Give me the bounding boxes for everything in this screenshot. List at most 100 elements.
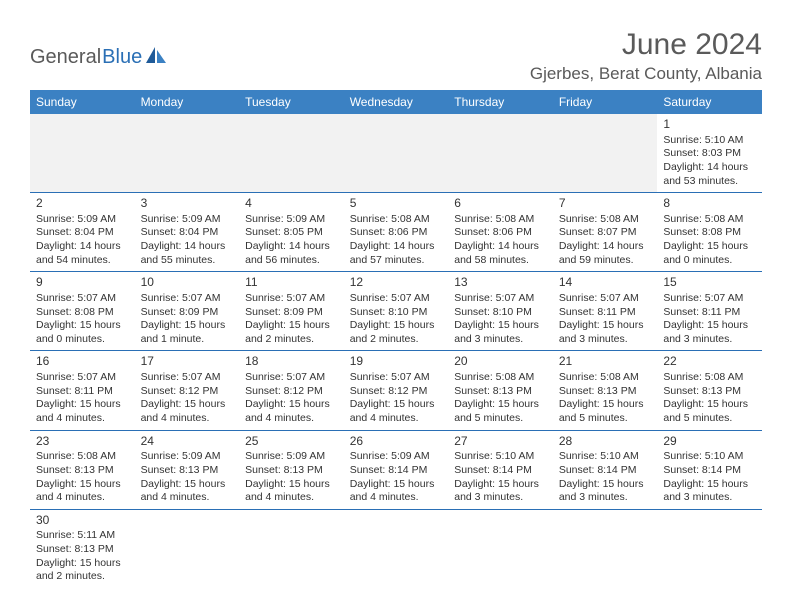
day-number: 16	[36, 354, 129, 370]
day-info: Sunset: 8:06 PM	[350, 226, 443, 240]
day-info: and 59 minutes.	[559, 254, 652, 268]
calendar-cell: 27Sunrise: 5:10 AMSunset: 8:14 PMDayligh…	[448, 430, 553, 509]
day-number: 30	[36, 513, 129, 529]
calendar-cell: 13Sunrise: 5:07 AMSunset: 8:10 PMDayligh…	[448, 272, 553, 351]
day-info: and 58 minutes.	[454, 254, 547, 268]
calendar-cell	[239, 114, 344, 193]
day-info: Sunrise: 5:10 AM	[559, 450, 652, 464]
day-info: and 56 minutes.	[245, 254, 338, 268]
day-info: Sunset: 8:13 PM	[245, 464, 338, 478]
day-number: 13	[454, 275, 547, 291]
day-info: and 3 minutes.	[663, 333, 756, 347]
day-info: Sunset: 8:04 PM	[141, 226, 234, 240]
day-info: Sunset: 8:13 PM	[141, 464, 234, 478]
day-info: Sunrise: 5:07 AM	[36, 292, 129, 306]
day-header: Monday	[135, 90, 240, 114]
day-number: 3	[141, 196, 234, 212]
day-info: Daylight: 15 hours	[350, 478, 443, 492]
day-header: Thursday	[448, 90, 553, 114]
day-info: Daylight: 15 hours	[663, 240, 756, 254]
calendar-cell: 22Sunrise: 5:08 AMSunset: 8:13 PMDayligh…	[657, 351, 762, 430]
day-info: Sunrise: 5:09 AM	[36, 213, 129, 227]
month-title: June 2024	[530, 28, 762, 62]
calendar-cell: 3Sunrise: 5:09 AMSunset: 8:04 PMDaylight…	[135, 193, 240, 272]
calendar-cell	[135, 509, 240, 588]
day-number: 4	[245, 196, 338, 212]
day-info: Daylight: 14 hours	[36, 240, 129, 254]
day-number: 7	[559, 196, 652, 212]
calendar-cell: 25Sunrise: 5:09 AMSunset: 8:13 PMDayligh…	[239, 430, 344, 509]
day-info: and 4 minutes.	[245, 491, 338, 505]
calendar-cell: 5Sunrise: 5:08 AMSunset: 8:06 PMDaylight…	[344, 193, 449, 272]
calendar-cell: 26Sunrise: 5:09 AMSunset: 8:14 PMDayligh…	[344, 430, 449, 509]
day-info: Daylight: 15 hours	[559, 319, 652, 333]
day-info: Sunrise: 5:08 AM	[663, 213, 756, 227]
calendar-cell: 21Sunrise: 5:08 AMSunset: 8:13 PMDayligh…	[553, 351, 658, 430]
day-info: and 0 minutes.	[663, 254, 756, 268]
day-info: Sunset: 8:12 PM	[350, 385, 443, 399]
day-number: 23	[36, 434, 129, 450]
day-info: Sunset: 8:13 PM	[36, 543, 129, 557]
calendar-cell: 15Sunrise: 5:07 AMSunset: 8:11 PMDayligh…	[657, 272, 762, 351]
day-info: Sunrise: 5:07 AM	[663, 292, 756, 306]
day-info: Sunset: 8:07 PM	[559, 226, 652, 240]
day-info: and 3 minutes.	[559, 333, 652, 347]
header: General Blue June 2024 Gjerbes, Berat Co…	[30, 28, 762, 84]
day-number: 29	[663, 434, 756, 450]
day-info: and 4 minutes.	[141, 491, 234, 505]
day-info: Daylight: 14 hours	[245, 240, 338, 254]
day-number: 18	[245, 354, 338, 370]
day-info: Sunrise: 5:09 AM	[245, 213, 338, 227]
day-info: Daylight: 15 hours	[350, 319, 443, 333]
day-info: Sunrise: 5:07 AM	[141, 371, 234, 385]
day-number: 9	[36, 275, 129, 291]
calendar-cell: 19Sunrise: 5:07 AMSunset: 8:12 PMDayligh…	[344, 351, 449, 430]
day-number: 24	[141, 434, 234, 450]
day-info: Daylight: 15 hours	[245, 478, 338, 492]
calendar-cell: 24Sunrise: 5:09 AMSunset: 8:13 PMDayligh…	[135, 430, 240, 509]
day-info: Sunrise: 5:09 AM	[350, 450, 443, 464]
location: Gjerbes, Berat County, Albania	[530, 64, 762, 84]
day-info: Daylight: 14 hours	[559, 240, 652, 254]
day-info: and 2 minutes.	[245, 333, 338, 347]
day-number: 5	[350, 196, 443, 212]
calendar-cell: 16Sunrise: 5:07 AMSunset: 8:11 PMDayligh…	[30, 351, 135, 430]
calendar-cell: 17Sunrise: 5:07 AMSunset: 8:12 PMDayligh…	[135, 351, 240, 430]
calendar-cell	[553, 509, 658, 588]
calendar-cell	[657, 509, 762, 588]
page: General Blue June 2024 Gjerbes, Berat Co…	[0, 0, 792, 588]
day-info: Sunset: 8:14 PM	[350, 464, 443, 478]
calendar-cell: 29Sunrise: 5:10 AMSunset: 8:14 PMDayligh…	[657, 430, 762, 509]
day-info: Daylight: 14 hours	[663, 161, 756, 175]
day-info: Sunset: 8:14 PM	[663, 464, 756, 478]
day-number: 14	[559, 275, 652, 291]
day-info: Sunrise: 5:08 AM	[36, 450, 129, 464]
day-info: Sunset: 8:11 PM	[559, 306, 652, 320]
calendar-cell	[30, 114, 135, 193]
day-info: Daylight: 15 hours	[350, 398, 443, 412]
day-info: Sunset: 8:11 PM	[663, 306, 756, 320]
day-number: 2	[36, 196, 129, 212]
calendar-cell	[344, 114, 449, 193]
day-info: Sunrise: 5:07 AM	[350, 292, 443, 306]
day-info: and 55 minutes.	[141, 254, 234, 268]
day-header: Sunday	[30, 90, 135, 114]
day-info: and 2 minutes.	[36, 570, 129, 584]
day-info: Daylight: 15 hours	[141, 319, 234, 333]
day-info: and 3 minutes.	[454, 333, 547, 347]
day-info: and 0 minutes.	[36, 333, 129, 347]
day-info: and 54 minutes.	[36, 254, 129, 268]
day-info: Sunrise: 5:08 AM	[663, 371, 756, 385]
day-info: Sunrise: 5:10 AM	[663, 450, 756, 464]
calendar-row: 2Sunrise: 5:09 AMSunset: 8:04 PMDaylight…	[30, 193, 762, 272]
calendar-row: 9Sunrise: 5:07 AMSunset: 8:08 PMDaylight…	[30, 272, 762, 351]
day-info: Daylight: 14 hours	[350, 240, 443, 254]
day-info: and 4 minutes.	[36, 412, 129, 426]
day-info: and 5 minutes.	[454, 412, 547, 426]
day-info: Sunset: 8:12 PM	[245, 385, 338, 399]
calendar-cell: 30Sunrise: 5:11 AMSunset: 8:13 PMDayligh…	[30, 509, 135, 588]
day-info: Sunrise: 5:07 AM	[454, 292, 547, 306]
day-info: and 4 minutes.	[350, 491, 443, 505]
day-info: Daylight: 15 hours	[559, 398, 652, 412]
day-info: Sunset: 8:08 PM	[663, 226, 756, 240]
